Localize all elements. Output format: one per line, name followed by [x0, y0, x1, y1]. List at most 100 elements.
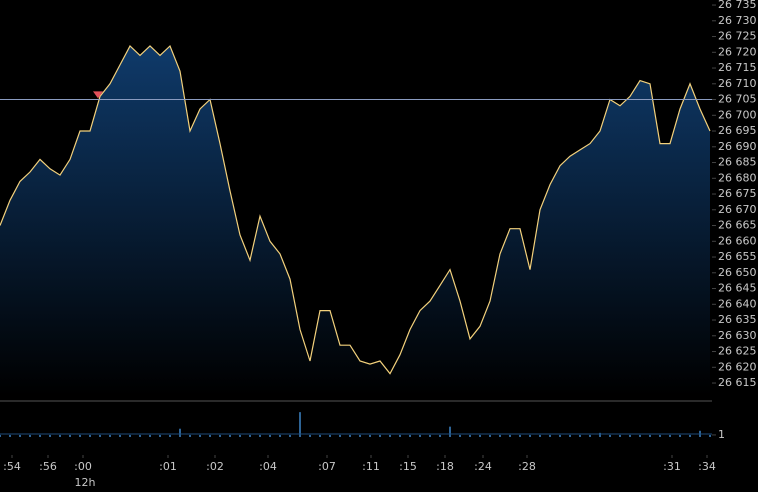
volume-bar — [459, 434, 461, 437]
volume-bar — [9, 434, 11, 437]
volume-bar — [409, 434, 411, 437]
volume-bar — [209, 434, 211, 437]
session-label: 12h — [75, 476, 96, 489]
volume-bar — [549, 434, 551, 437]
y-tick-label: 26 725 — [718, 30, 757, 43]
volume-bar — [609, 434, 611, 437]
volume-bar — [669, 434, 671, 437]
volume-bar — [309, 434, 311, 437]
volume-bar — [129, 434, 131, 437]
y-tick-label: 26 650 — [718, 266, 757, 279]
volume-bar — [469, 434, 471, 437]
x-tick-label: :31 — [663, 460, 681, 473]
x-tick-label: :18 — [436, 460, 454, 473]
y-tick-label: 26 690 — [718, 140, 757, 153]
x-tick-label: :11 — [362, 460, 380, 473]
volume-bar — [159, 434, 161, 437]
volume-bar — [579, 434, 581, 437]
volume-bar — [319, 434, 321, 437]
x-tick-label: :54 — [3, 460, 21, 473]
volume-bar — [169, 434, 171, 437]
volume-bar — [109, 434, 111, 437]
x-tick-label: :56 — [39, 460, 57, 473]
volume-bar — [629, 434, 631, 437]
y-tick-label: 26 660 — [718, 234, 757, 247]
volume-bar — [139, 434, 141, 437]
volume-bar — [369, 434, 371, 437]
volume-bar — [679, 434, 681, 437]
y-tick-label: 26 700 — [718, 108, 757, 121]
volume-bar — [619, 434, 621, 437]
x-tick-label: :07 — [318, 460, 336, 473]
y-tick-label: 26 730 — [718, 14, 757, 27]
y-tick-label: 26 695 — [718, 124, 757, 137]
volume-bar — [589, 434, 591, 437]
volume-bar — [289, 434, 291, 437]
volume-bar — [419, 434, 421, 437]
y-tick-label: 26 735 — [718, 0, 757, 11]
y-tick-label: 26 670 — [718, 203, 757, 216]
volume-bar — [219, 434, 221, 437]
volume-bar — [269, 434, 271, 437]
volume-bar — [59, 434, 61, 437]
volume-bar — [519, 434, 521, 437]
y-tick-label: 26 645 — [718, 282, 757, 295]
volume-bar — [559, 434, 561, 437]
volume-bar — [649, 434, 651, 437]
y-tick-label: 26 720 — [718, 45, 757, 58]
volume-bar — [39, 434, 41, 437]
volume-bar — [399, 434, 401, 437]
volume-bar — [359, 434, 361, 437]
price-line — [0, 44, 711, 375]
volume-bar — [709, 434, 711, 437]
volume-bar — [239, 434, 241, 437]
y-tick-label: 26 630 — [718, 329, 757, 342]
volume-bar — [69, 434, 71, 437]
volume-bar — [119, 434, 121, 437]
x-tick-label: :04 — [259, 460, 277, 473]
x-tick-label: :00 — [74, 460, 92, 473]
volume-bar — [689, 434, 691, 437]
trade-marker — [93, 91, 103, 99]
volume-bar — [99, 434, 101, 437]
y-tick-label: 26 705 — [718, 93, 757, 106]
x-tick-label: :15 — [399, 460, 417, 473]
volume-bar — [499, 434, 501, 437]
y-tick-label: 26 710 — [718, 77, 757, 90]
x-tick-label: :02 — [206, 460, 224, 473]
y-tick-label: 26 655 — [718, 250, 757, 263]
volume-bar — [489, 434, 491, 437]
volume-bar — [659, 434, 661, 437]
volume-bar — [49, 434, 51, 437]
volume-bar — [259, 434, 261, 437]
volume-bar — [229, 434, 231, 437]
y-tick-label: 26 665 — [718, 219, 757, 232]
volume-bar — [279, 434, 281, 437]
volume-bar — [639, 434, 641, 437]
y-tick-label: 26 615 — [718, 376, 757, 389]
volume-bar — [449, 426, 451, 437]
volume-bar — [479, 434, 481, 437]
volume-bar — [389, 434, 391, 437]
volume-bar — [149, 434, 151, 437]
volume-bar — [439, 434, 441, 437]
y-tick-label: 26 635 — [718, 313, 757, 326]
volume-bar — [249, 434, 251, 437]
volume-bar — [89, 434, 91, 437]
volume-bar — [349, 434, 351, 437]
volume-bar — [179, 428, 181, 437]
volume-bar — [19, 434, 21, 437]
volume-bar — [199, 434, 201, 437]
volume-bar — [189, 434, 191, 437]
volume-bar — [29, 434, 31, 437]
volume-bar — [299, 412, 301, 437]
y-tick-label: 26 680 — [718, 171, 757, 184]
x-tick-label: :28 — [518, 460, 536, 473]
volume-bar — [79, 434, 81, 437]
volume-bar — [509, 434, 511, 437]
volume-bar — [569, 434, 571, 437]
y-tick-label: 26 620 — [718, 360, 757, 373]
x-tick-label: :01 — [159, 460, 177, 473]
y-tick-label: 26 685 — [718, 156, 757, 169]
